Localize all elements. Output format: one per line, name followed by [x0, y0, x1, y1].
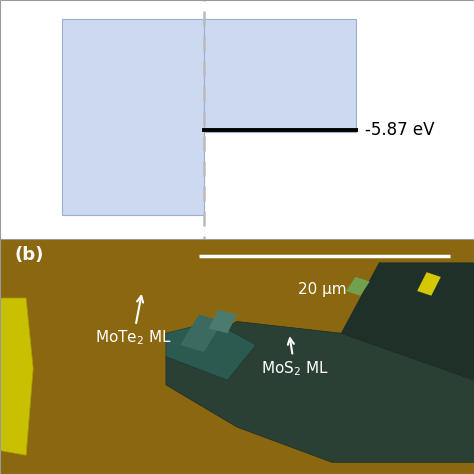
Polygon shape [346, 277, 370, 296]
Polygon shape [180, 314, 223, 352]
Polygon shape [417, 272, 441, 296]
Polygon shape [166, 321, 256, 380]
Polygon shape [209, 310, 237, 333]
Polygon shape [0, 298, 33, 455]
Bar [204, 19, 356, 132]
Text: MoS$_2$ ML: MoS$_2$ ML [261, 338, 328, 378]
Polygon shape [341, 263, 474, 380]
Polygon shape [166, 321, 474, 462]
Text: 20 μm: 20 μm [298, 282, 346, 297]
Text: (b): (b) [14, 246, 44, 264]
Text: MoTe$_2$ ML: MoTe$_2$ ML [95, 296, 172, 347]
Bar [62, 19, 204, 215]
Text: -5.87 eV: -5.87 eV [365, 121, 435, 139]
